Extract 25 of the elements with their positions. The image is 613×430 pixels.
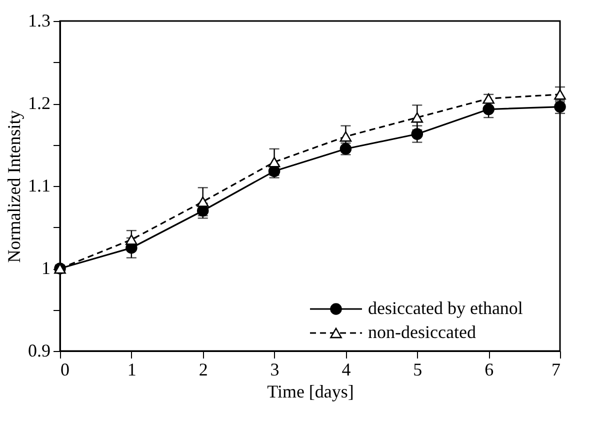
legend-label: desiccated by ethanol bbox=[368, 298, 523, 318]
legend-label: non-desiccated bbox=[368, 322, 476, 342]
x-tick-label: 6 bbox=[484, 360, 494, 380]
point bbox=[482, 93, 494, 104]
x-axis-title: Time [days] bbox=[267, 382, 354, 402]
y-tick-label: 0.9 bbox=[28, 340, 50, 360]
y-tick-label: 1.1 bbox=[28, 176, 50, 196]
point bbox=[482, 103, 494, 116]
point bbox=[340, 131, 352, 142]
x-tick-label: 3 bbox=[270, 360, 280, 380]
x-tick-label: 0 bbox=[60, 360, 70, 380]
point bbox=[126, 234, 138, 245]
x-tick-label: 5 bbox=[413, 360, 422, 380]
x-tick-label: 2 bbox=[198, 360, 208, 380]
y-tick-label: 1.2 bbox=[28, 93, 50, 113]
x-tick-label: 4 bbox=[342, 360, 351, 380]
point bbox=[411, 112, 424, 123]
y-tick-label: 1 bbox=[42, 258, 50, 278]
x-tick-label: 7 bbox=[552, 360, 560, 380]
y-tick-label: 1.3 bbox=[28, 10, 50, 30]
point bbox=[268, 156, 280, 168]
point bbox=[411, 128, 424, 140]
x-tick-label: 1 bbox=[127, 360, 136, 380]
y-axis-title: Normalized Intensity bbox=[4, 110, 24, 263]
point bbox=[196, 196, 209, 207]
